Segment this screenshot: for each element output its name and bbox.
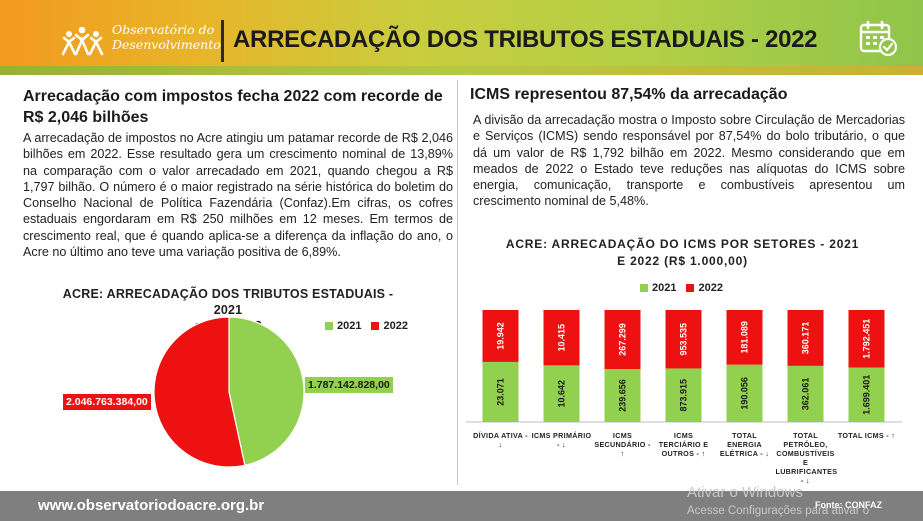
page-title: ARRECADAÇÃO DOS TRIBUTOS ESTADUAIS - 202…	[233, 26, 818, 53]
pie-chart	[153, 316, 305, 468]
bar-legend-item-2021: 2021	[640, 282, 676, 294]
bar-data-label-2022: 1.792.451	[862, 319, 872, 359]
bar-legend-item-2022: 2022	[686, 282, 723, 294]
bar-segment-2022	[665, 310, 702, 369]
watermark-line-1: Ativar o Windows	[687, 484, 803, 501]
pie-slice-2021	[228, 316, 305, 467]
bar-title-line-1: ACRE: ARRECADAÇÃO DO ICMS POR SETORES - …	[505, 237, 860, 251]
bar-segment-2022	[604, 310, 641, 370]
bar-data-label-2021: 23.071	[496, 378, 506, 406]
bar-chart: 23.071 19.942 10.642 10.415 239.656 267.299 87…	[466, 310, 902, 423]
pie-legend-swatch-2022	[371, 322, 380, 330]
bar-category-label: TOTAL ENERGIA ELÉTRICA - ↓	[719, 431, 770, 458]
bar-segment-2021	[848, 367, 885, 422]
pie-title-line-1: ACRE: ARRECADAÇÃO DOS TRIBUTOS ESTADUAIS…	[62, 287, 394, 317]
bar-legend-label-2022: 2022	[698, 282, 723, 294]
bar-data-label-2022: 953.535	[679, 323, 689, 356]
bar-legend-swatch-2022	[686, 284, 695, 292]
bar-data-label-2021: 239.656	[618, 379, 628, 412]
bar-category-label: ICMS TERCIÁRIO E OUTROS - ↑	[658, 431, 709, 458]
bar-category-label: ICMS SECUNDÁRIO - ↑	[594, 431, 651, 458]
logo: Observatório do Desenvolvimento	[60, 16, 221, 60]
pie-legend-item-2022: 2022	[371, 320, 408, 332]
bar-segment-2021	[726, 364, 763, 422]
pie-legend-label-2022: 2022	[383, 320, 408, 332]
bar-data-label-2021: 10.642	[557, 380, 567, 408]
bar-data-label-2021: 190.056	[740, 377, 750, 410]
pie-data-label-2021: 1.787.142.828,00	[305, 377, 393, 393]
people-logo-icon	[61, 26, 104, 56]
bar-segment-2021	[665, 368, 702, 422]
pie-legend-swatch-2021	[325, 322, 333, 330]
bar-data-label-2022: 181.089	[740, 321, 750, 354]
bar-data-label-2021: 362.061	[801, 378, 811, 411]
bar-title-line-2: E 2022 (R$ 1.000,00)	[617, 254, 748, 268]
right-body-text: A divisão da arrecadação mostra o Impost…	[473, 113, 905, 209]
windows-activation-watermark: Ativar o Windows Acesse Configurações pa…	[687, 484, 869, 520]
bar-category-label: DÍVIDA ATIVA - ↓	[473, 431, 528, 449]
logo-text: Observatório do Desenvolvimento	[112, 22, 221, 52]
title-divider	[221, 20, 224, 62]
header-band	[0, 66, 923, 75]
pie-legend-label-2021: 2021	[337, 320, 362, 332]
bar-chart-title: ACRE: ARRECADAÇÃO DO ICMS POR SETORES - …	[480, 236, 885, 270]
bar-data-label-2022: 10.415	[557, 324, 567, 352]
pie-legend-item-2021: 2021	[325, 320, 361, 332]
bar-data-label-2022: 267.299	[618, 323, 628, 356]
bar-category-label: ICMS PRIMÁRIO - ↓	[531, 431, 592, 449]
bar-segment-2022	[848, 310, 885, 368]
bar-legend-label-2021: 2021	[652, 282, 677, 294]
bar-data-label-2021: 1.699.401	[862, 375, 872, 415]
bar-segment-2021	[604, 369, 641, 422]
pie-legend: 2021 2022	[325, 320, 408, 332]
left-body-text: A arrecadação de impostos no Acre atingi…	[23, 131, 453, 260]
header-banner	[0, 0, 923, 75]
logo-line-2: Desenvolvimento	[112, 37, 221, 52]
bar-data-label-2022: 19.942	[496, 322, 506, 350]
bar-legend-swatch-2021	[640, 284, 648, 292]
left-heading: Arrecadação com impostos fecha 2022 com …	[23, 88, 443, 126]
pie-data-label-2022: 2.046.763.384,00	[63, 394, 151, 410]
logo-line-1: Observatório do	[112, 22, 215, 37]
right-heading: ICMS representou 87,54% da arrecadação	[470, 86, 788, 103]
bar-data-label-2022: 360.171	[801, 322, 811, 355]
bar-data-label-2021: 873.915	[679, 379, 689, 412]
column-divider	[457, 80, 458, 485]
bar-segment-2022	[787, 310, 824, 366]
bar-segment-2022	[726, 310, 763, 365]
footer-bar	[0, 491, 923, 521]
bar-segment-2021	[482, 361, 519, 422]
bar-legend: 2021 2022	[640, 282, 723, 294]
source-note: Fonte: CONFAZ	[815, 500, 882, 510]
bar-segment-2021	[543, 365, 580, 422]
calendar-check-icon	[859, 20, 898, 56]
bar-segment-2021	[787, 365, 824, 422]
footer-url[interactable]: www.observatoriodoacre.org.br	[38, 497, 265, 514]
pie-slice-2022	[153, 316, 246, 468]
bar-category-label: TOTAL ICMS - ↑	[837, 431, 896, 440]
bar-segment-2022	[543, 310, 580, 366]
bar-category-label: TOTAL PETRÓLEO, COMBUSTÍVEIS E LUBRIFICA…	[775, 431, 838, 485]
watermark-line-2: Acesse Configurações para ativar o	[687, 505, 870, 517]
bar-segment-2022	[482, 310, 519, 362]
